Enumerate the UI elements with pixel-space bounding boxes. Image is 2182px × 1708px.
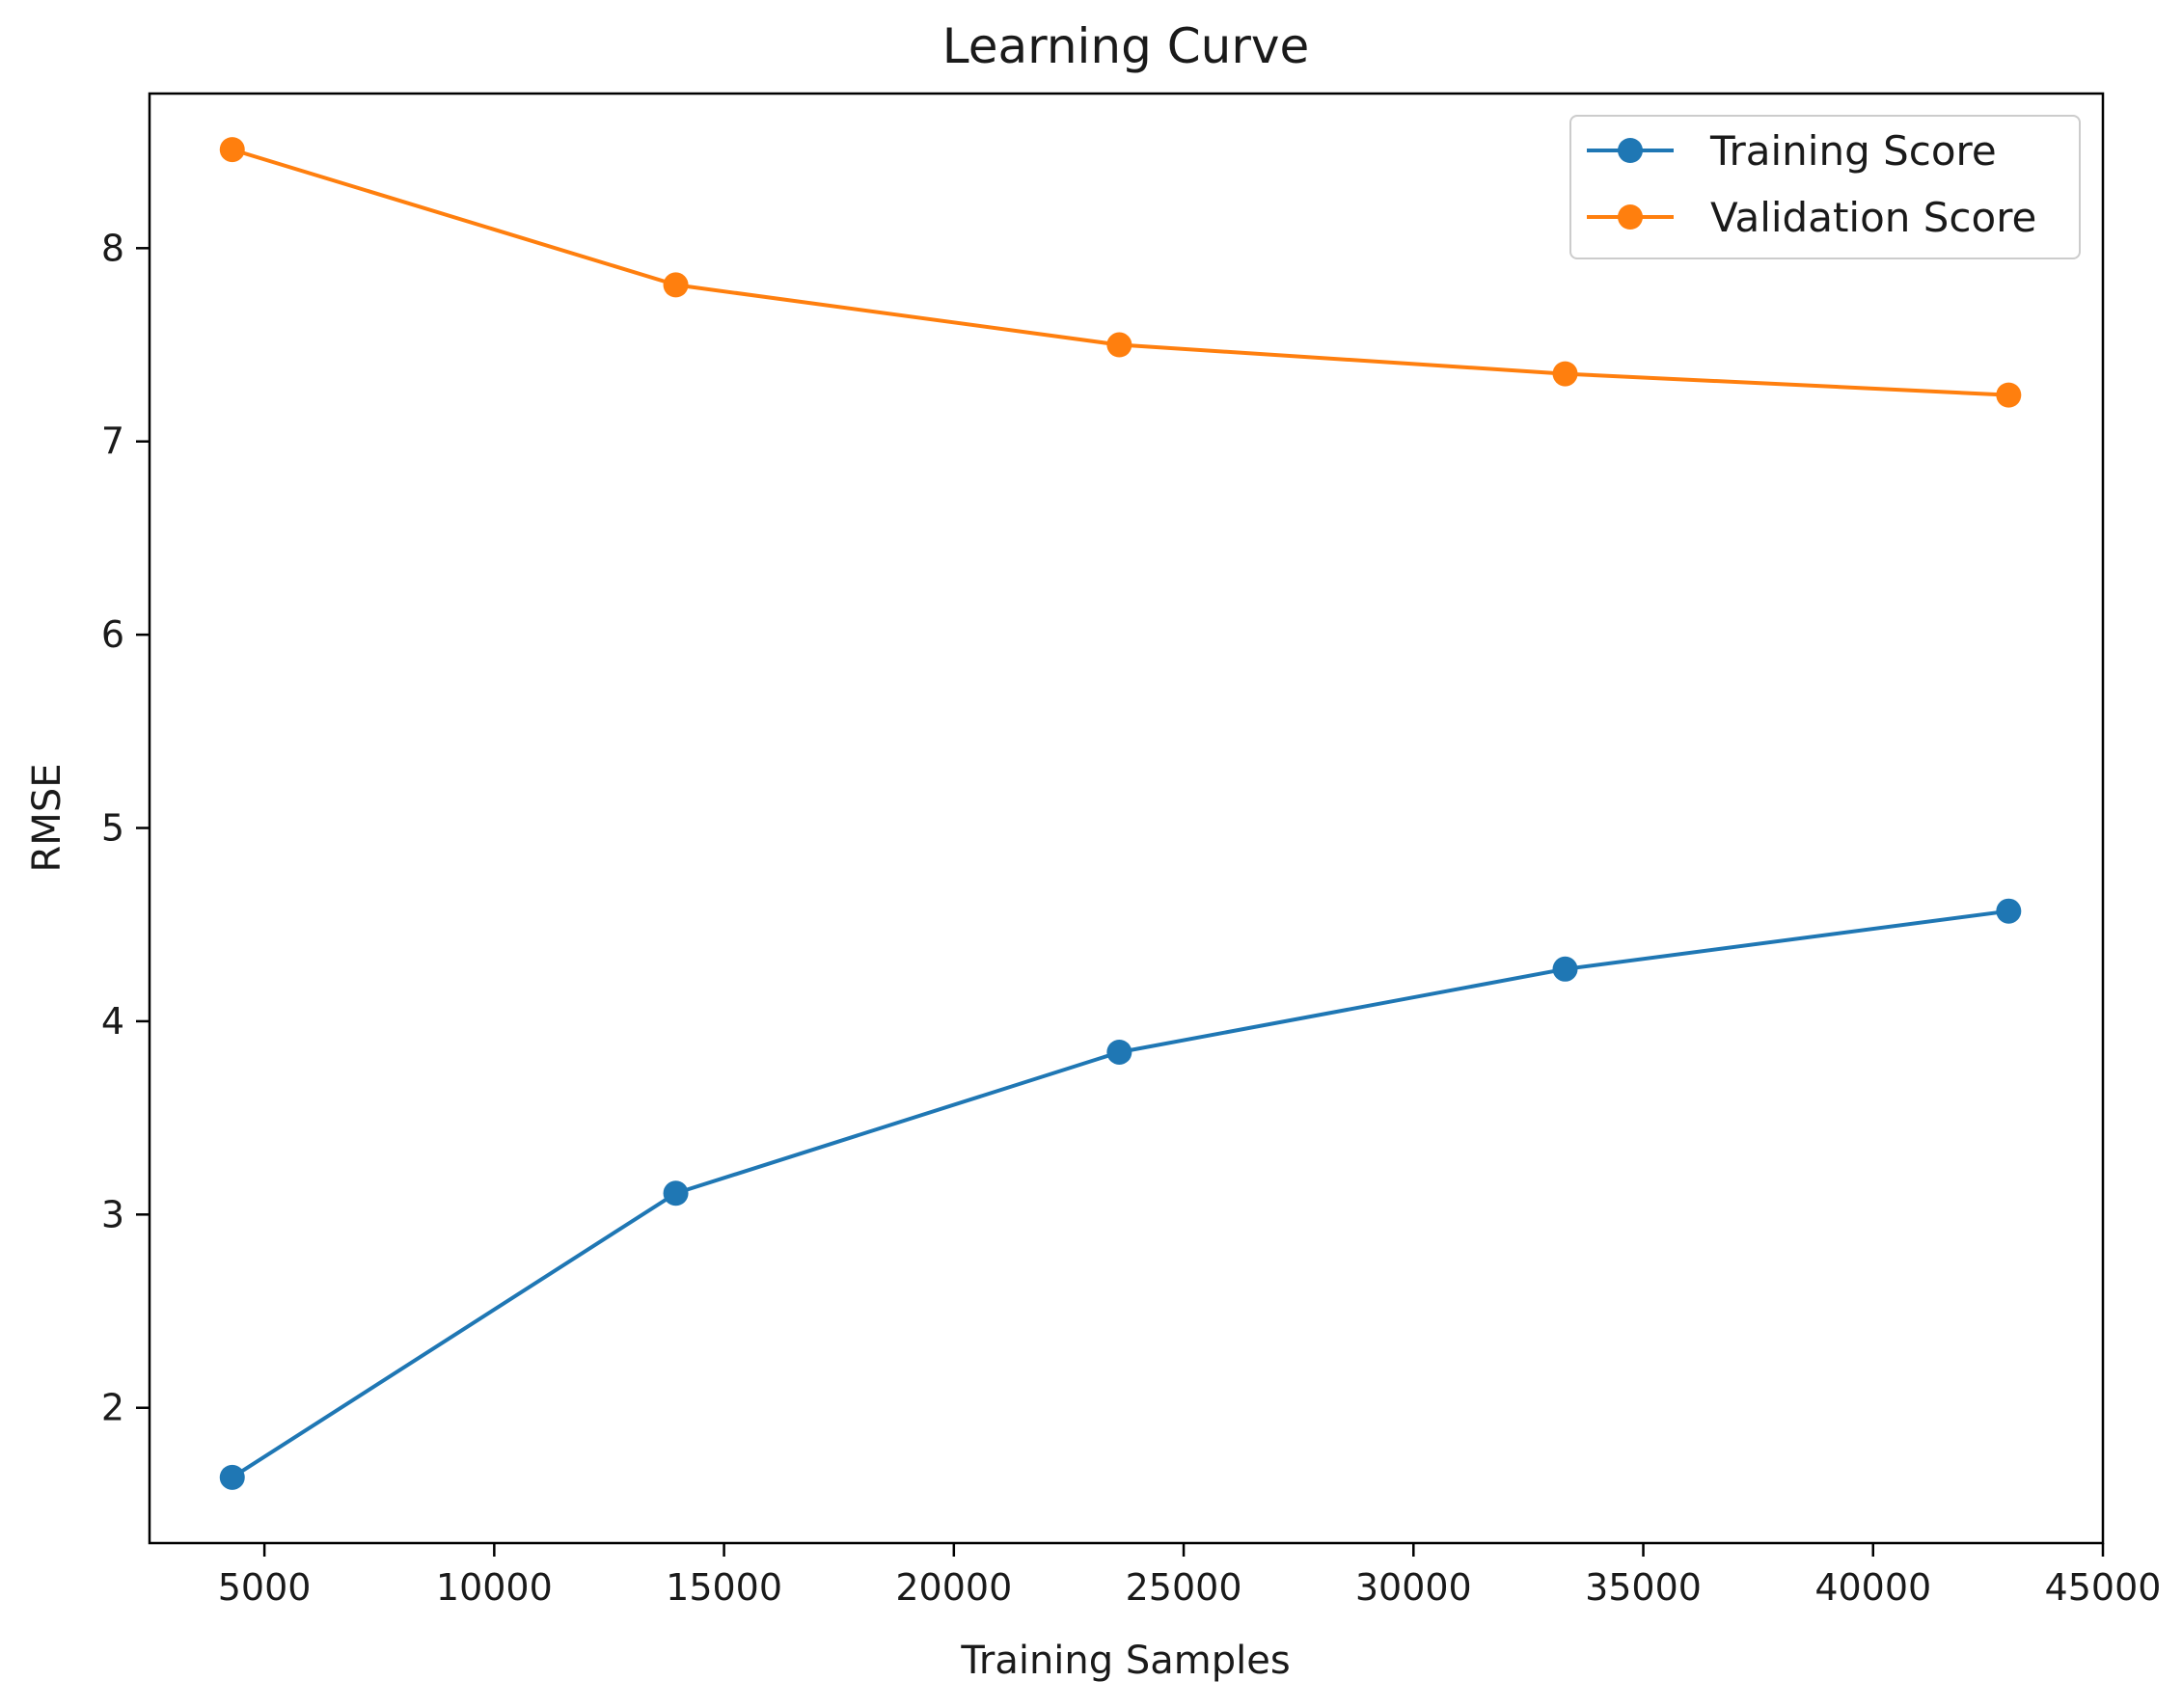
x-axis-ticks: 5000 10000 15000 20000 25000 30000 35000 40000 4… bbox=[218, 1543, 2162, 1609]
legend-marker-training bbox=[1618, 138, 1643, 163]
legend-label-validation: Validation Score bbox=[1710, 194, 2036, 241]
data-point-validation-score bbox=[663, 272, 689, 298]
y-tick-label: 5 bbox=[101, 807, 124, 850]
data-point-training-score bbox=[1106, 1039, 1132, 1065]
data-point-training-score bbox=[219, 1464, 245, 1490]
legend-label-training: Training Score bbox=[1709, 127, 1997, 175]
legend-marker-validation bbox=[1618, 204, 1643, 230]
data-point-validation-score bbox=[1106, 332, 1132, 358]
series-line-training-score bbox=[231, 908, 2009, 1479]
x-tick-label: 40000 bbox=[1814, 1566, 1931, 1609]
x-tick-label: 20000 bbox=[895, 1566, 1012, 1609]
x-tick-label: 35000 bbox=[1585, 1566, 1702, 1609]
chart-title: Learning Curve bbox=[942, 18, 1309, 74]
x-tick-label: 30000 bbox=[1355, 1566, 1472, 1609]
data-point-validation-score bbox=[219, 137, 245, 163]
series-layer bbox=[219, 137, 2022, 1490]
y-axis-label: RMSE bbox=[25, 764, 69, 873]
data-point-training-score bbox=[1552, 956, 1578, 982]
legend: Training Score Validation Score bbox=[1569, 115, 2081, 259]
x-tick-label: 45000 bbox=[2045, 1566, 2162, 1609]
x-axis-label: Training Samples bbox=[960, 1639, 1290, 1683]
data-point-training-score bbox=[663, 1180, 689, 1206]
data-point-training-score bbox=[1996, 898, 2022, 924]
y-tick-label: 2 bbox=[101, 1387, 124, 1429]
legend-box bbox=[1569, 115, 2081, 259]
y-tick-label: 3 bbox=[101, 1193, 124, 1235]
x-tick-label: 5000 bbox=[218, 1566, 312, 1609]
y-tick-label: 8 bbox=[101, 227, 124, 269]
data-point-validation-score bbox=[1996, 382, 2022, 408]
x-tick-label: 10000 bbox=[436, 1566, 553, 1609]
y-tick-label: 6 bbox=[101, 613, 124, 656]
plot-frame bbox=[148, 92, 2105, 1545]
y-tick-label: 7 bbox=[101, 420, 124, 463]
x-tick-label: 25000 bbox=[1126, 1566, 1242, 1609]
x-tick-label: 15000 bbox=[666, 1566, 782, 1609]
data-point-validation-score bbox=[1552, 361, 1578, 387]
y-axis-ticks: 2 3 4 5 6 7 8 bbox=[101, 227, 150, 1429]
y-tick-label: 4 bbox=[101, 1000, 124, 1043]
